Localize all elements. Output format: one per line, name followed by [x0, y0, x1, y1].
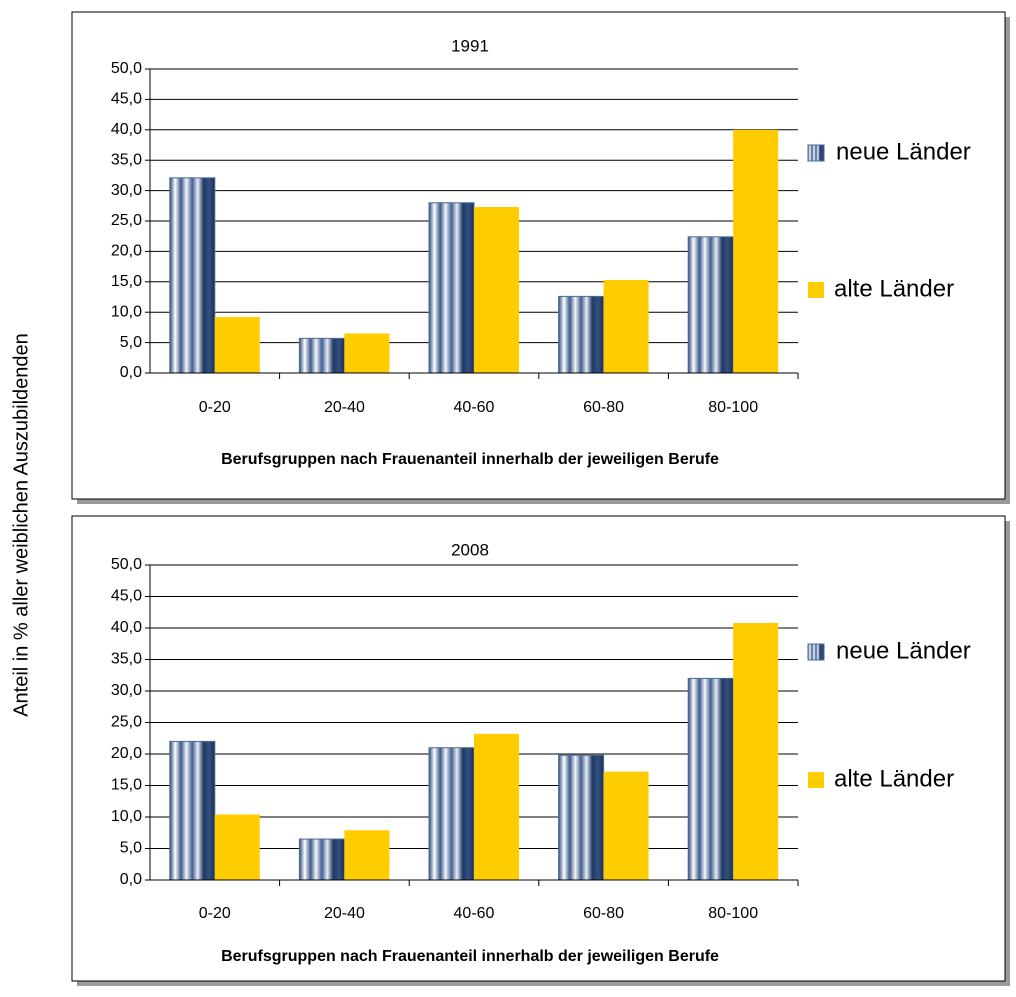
y-tick-label: 20,0	[111, 745, 142, 762]
x-tick-label: 20-40	[324, 399, 365, 416]
bar	[169, 177, 216, 374]
legend-swatch	[808, 772, 824, 788]
y-tick-label: 30,0	[111, 682, 142, 699]
y-axis-label: Anteil in % aller weiblichen Auszubilden…	[10, 333, 32, 717]
legend-label: alte Länder	[834, 275, 954, 302]
x-tick-label: 60-80	[583, 399, 624, 416]
y-tick-label: 5,0	[120, 840, 142, 857]
bar	[603, 279, 649, 373]
x-axis-label: Berufsgruppen nach Frauenanteil innerhal…	[221, 451, 719, 468]
bar	[298, 337, 345, 374]
x-tick-label: 0-20	[199, 399, 231, 416]
bar	[733, 622, 779, 880]
y-tick-label: 15,0	[111, 273, 142, 290]
legend-swatch	[807, 144, 825, 162]
legend-label: neue Länder	[836, 138, 971, 165]
bar	[474, 733, 519, 880]
y-tick-label: 35,0	[111, 151, 142, 168]
x-tick-label: 40-60	[454, 905, 495, 922]
y-tick-label: 25,0	[111, 212, 142, 229]
y-tick-label: 5,0	[120, 334, 142, 351]
bar	[474, 207, 519, 373]
bar	[169, 740, 216, 881]
y-tick-label: 30,0	[111, 182, 142, 199]
bar	[687, 677, 734, 881]
bar	[428, 202, 475, 374]
bar	[214, 317, 260, 373]
y-tick-label: 0,0	[120, 871, 142, 888]
y-tick-label: 25,0	[111, 714, 142, 731]
chart-frame	[71, 515, 1006, 982]
x-tick-label: 20-40	[324, 905, 365, 922]
legend-label: alte Länder	[834, 765, 954, 792]
chart-title: 2008	[451, 540, 489, 559]
x-tick-label: 80-100	[708, 905, 758, 922]
y-tick-label: 45,0	[111, 588, 142, 605]
y-tick-label: 45,0	[111, 91, 142, 108]
bar	[558, 295, 605, 374]
y-tick-label: 50,0	[111, 556, 142, 573]
x-tick-label: 40-60	[454, 399, 495, 416]
y-tick-label: 50,0	[111, 60, 142, 77]
legend-swatch	[807, 643, 825, 661]
bar	[298, 838, 345, 881]
y-tick-label: 40,0	[111, 121, 142, 138]
bar	[344, 333, 390, 373]
chart-title: 1991	[451, 36, 489, 55]
x-tick-label: 80-100	[708, 399, 758, 416]
bar	[558, 754, 605, 881]
y-tick-label: 10,0	[111, 808, 142, 825]
x-tick-label: 60-80	[583, 905, 624, 922]
bar	[214, 814, 260, 880]
y-tick-label: 20,0	[111, 243, 142, 260]
legend-swatch	[808, 282, 824, 298]
bar	[733, 129, 779, 373]
legend-label: neue Länder	[836, 637, 971, 664]
y-tick-label: 10,0	[111, 303, 142, 320]
x-axis-label: Berufsgruppen nach Frauenanteil innerhal…	[221, 948, 719, 965]
bar	[428, 747, 475, 881]
bar	[344, 830, 390, 880]
chart-frame	[71, 11, 1006, 500]
y-tick-label: 15,0	[111, 777, 142, 794]
y-tick-label: 40,0	[111, 619, 142, 636]
bar	[603, 771, 649, 880]
x-tick-label: 0-20	[199, 905, 231, 922]
y-tick-label: 35,0	[111, 651, 142, 668]
bar	[687, 236, 734, 374]
y-tick-label: 0,0	[120, 364, 142, 381]
